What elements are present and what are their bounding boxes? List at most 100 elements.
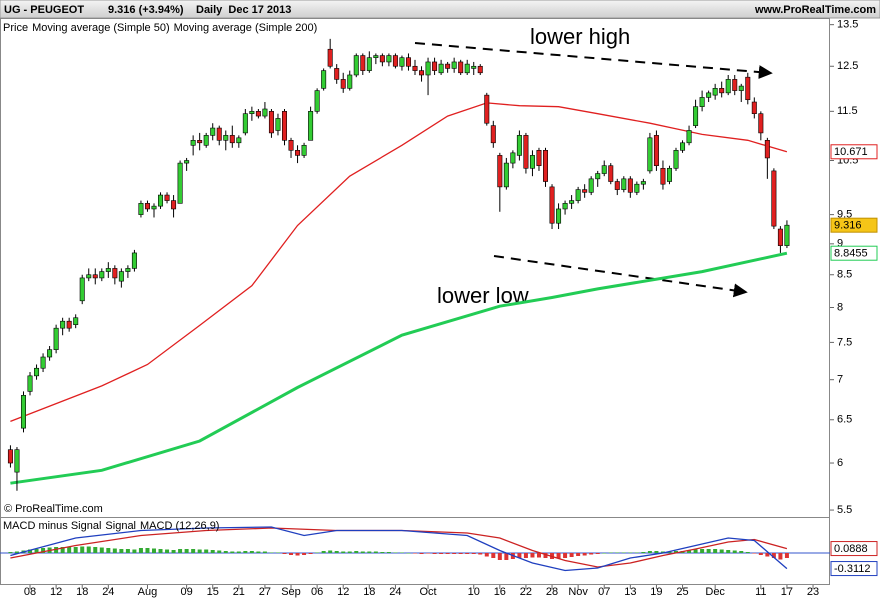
candle-body [366,57,372,71]
candle-body [582,189,588,193]
candle-body [314,90,320,112]
histogram-bar [556,553,561,559]
candle-body [223,135,229,141]
histogram-bar [465,553,470,554]
candle-body [614,181,620,190]
x-tick-label: 21 [233,586,245,598]
y-tick-label: 7 [837,374,843,386]
y-tick-label: 5.5 [837,504,852,516]
histogram-bar [289,553,294,555]
histogram-bar [191,549,196,553]
histogram-bar [536,553,541,558]
histogram-bar [165,549,170,553]
y-tick-label: 7.5 [837,336,852,348]
candle-body [758,113,764,134]
histogram-bar [543,553,548,558]
candle-body [621,178,627,190]
value-tag: -0.3112 [834,563,871,575]
candle-body [79,277,85,302]
candle-body [40,356,46,369]
candle-body [405,57,411,67]
histogram-bar [589,553,594,555]
histogram-bar [262,551,267,553]
y-tick-label: 11.5 [837,105,858,117]
candle-body [34,367,40,377]
candle-body [745,76,751,101]
histogram-bar [236,551,241,553]
candle-body [653,135,659,166]
candle-body [203,135,209,146]
histogram-bar [41,548,46,553]
legend-entry: Moving average (Simple 50) [32,22,170,34]
x-tick-label: 12 [50,586,62,598]
candle-body [66,320,72,329]
histogram-bar [178,549,183,553]
value-tag-box [830,561,878,577]
candle-body [438,63,444,74]
candle-body [171,200,177,210]
x-tick-label: 06 [311,586,323,598]
histogram-bar [328,550,333,553]
histogram-bar [523,553,528,558]
candle-body [268,111,274,134]
x-tick-label: Oct [419,586,436,598]
candle-body [308,111,314,141]
candle-body [112,268,118,279]
legend-entry: Signal [105,520,136,532]
line [10,527,788,568]
y-tick-label: 6.5 [837,414,852,426]
candle-body [262,108,268,117]
value-tag-box [830,541,878,557]
histogram-bar [158,549,163,553]
histogram-bar [243,551,248,553]
value-tag: 9.316 [834,220,862,232]
candle-body [601,165,607,174]
histogram-bar [569,553,574,557]
candle-body [666,167,672,182]
candle-body [712,88,718,96]
candle-body [73,317,79,325]
candle-body [771,170,777,227]
candle-body [575,189,581,201]
histogram-bar [93,547,98,553]
histogram-bar [80,546,85,553]
candle-body [92,274,98,279]
histogram-bar [765,553,770,557]
y-tick-label: 8 [837,301,843,313]
x-tick-label: 28 [546,586,558,598]
histogram-bar [73,547,78,553]
candle-body [288,140,294,151]
y-tick-label: 12.5 [837,60,858,72]
histogram-bar [138,548,143,553]
value-tag-box [830,144,878,160]
candle-body [236,137,242,144]
candle-body [20,395,26,429]
candle-body [47,349,53,358]
candle-body [471,65,477,69]
y-tick-label: 9.5 [837,209,852,221]
histogram-bar [628,552,633,553]
candle-body [425,61,431,76]
histogram-bar [432,553,437,554]
x-tick-label: 19 [650,586,662,598]
header-site: www.ProRealTime.com [754,4,876,16]
candle-body [523,135,529,169]
histogram-bar [315,552,320,553]
x-tick-label: 18 [363,586,375,598]
x-tick-label: 24 [102,586,114,598]
candle-body [673,150,679,169]
candle-body [392,55,398,67]
histogram-bar [14,551,19,553]
histogram-bar [445,553,450,554]
histogram-bar [275,552,280,553]
histogram-bar [99,547,104,553]
candle-body [608,165,614,182]
candle-body [379,55,385,63]
candle-body [138,203,144,215]
candle-body [445,63,451,69]
candle-body [99,271,105,279]
histogram-bar [778,553,783,560]
histogram-bar [726,550,731,553]
histogram-bar [295,553,300,556]
